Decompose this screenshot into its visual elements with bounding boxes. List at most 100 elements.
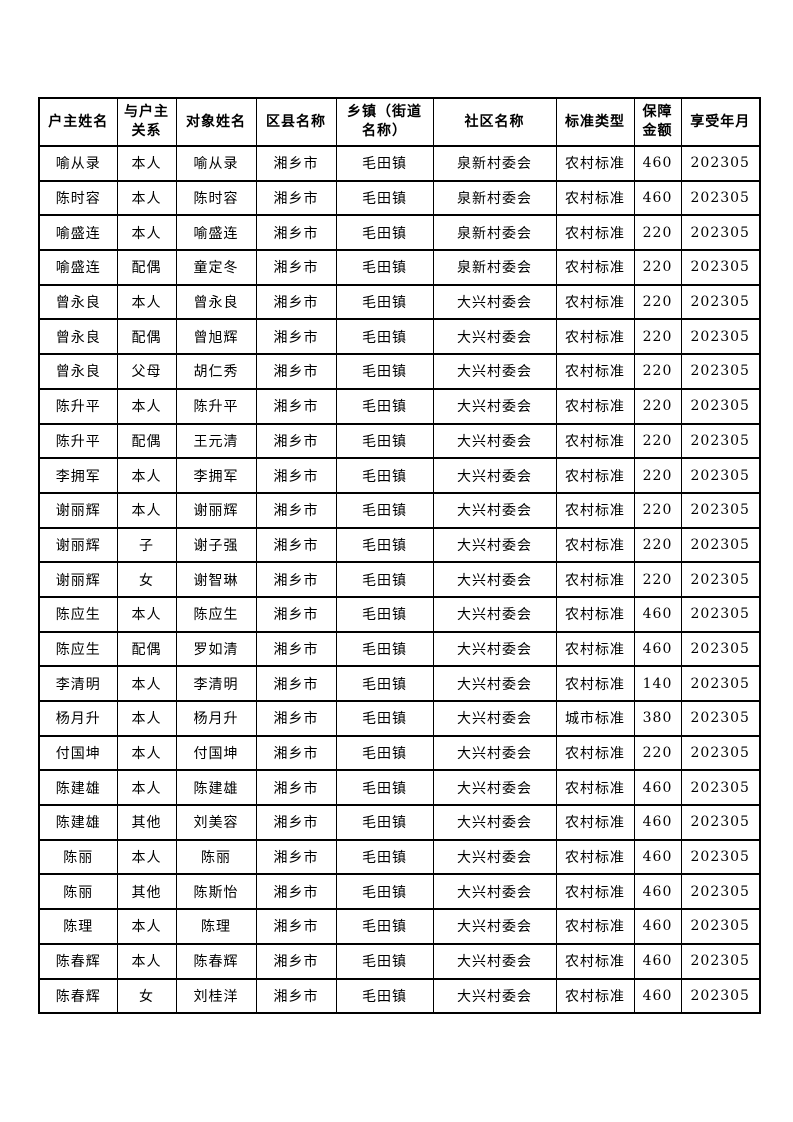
column-header-benefit_month: 享受年月 xyxy=(680,97,761,147)
cell-community_name: 大兴村委会 xyxy=(432,665,557,702)
cell-township_name: 毛田镇 xyxy=(335,561,434,598)
cell-community_name: 大兴村委会 xyxy=(432,387,557,425)
cell-relation_to_head: 配偶 xyxy=(116,318,177,356)
cell-community_name: 大兴村委会 xyxy=(432,873,557,911)
cell-township_name: 毛田镇 xyxy=(335,283,434,321)
cell-township_name: 毛田镇 xyxy=(335,942,434,980)
cell-guarantee_amount: 140 xyxy=(633,665,682,702)
cell-standard_type: 农村标准 xyxy=(555,353,635,390)
cell-district_name: 湘乡市 xyxy=(255,353,337,390)
cell-benefit_month: 202305 xyxy=(680,491,761,529)
cell-benefit_month: 202305 xyxy=(680,283,761,321)
cell-standard_type: 农村标准 xyxy=(555,665,635,702)
cell-township_name: 毛田镇 xyxy=(335,353,434,390)
cell-district_name: 湘乡市 xyxy=(255,769,337,807)
header-row: 户主姓名 与户主 关系 对象姓名 区县名称 乡镇（街道 名称） 社区名称 标准类型 保障 金额… xyxy=(38,97,761,147)
cell-benefit_month: 202305 xyxy=(680,179,761,217)
cell-guarantee_amount: 460 xyxy=(633,595,682,633)
cell-household_head: 喻盛连 xyxy=(38,249,118,286)
cell-guarantee_amount: 220 xyxy=(633,353,682,390)
cell-community_name: 大兴村委会 xyxy=(432,804,557,841)
cell-district_name: 湘乡市 xyxy=(255,214,337,252)
cell-community_name: 大兴村委会 xyxy=(432,838,557,876)
cell-person_name: 陈应生 xyxy=(175,595,257,633)
cell-relation_to_head: 配偶 xyxy=(116,249,177,286)
cell-township_name: 毛田镇 xyxy=(335,318,434,356)
cell-township_name: 毛田镇 xyxy=(335,595,434,633)
table-row: 陈升平 本人 陈升平 湘乡市 毛田镇 大兴村委会 农村标准 220 202305 xyxy=(38,387,761,425)
cell-relation_to_head: 本人 xyxy=(116,491,177,529)
cell-community_name: 大兴村委会 xyxy=(432,491,557,529)
cell-person_name: 谢子强 xyxy=(175,526,257,564)
cell-township_name: 毛田镇 xyxy=(335,838,434,876)
cell-township_name: 毛田镇 xyxy=(335,734,434,772)
cell-township_name: 毛田镇 xyxy=(335,804,434,841)
cell-township_name: 毛田镇 xyxy=(335,422,434,460)
cell-relation_to_head: 配偶 xyxy=(116,422,177,460)
cell-relation_to_head: 其他 xyxy=(116,804,177,841)
cell-relation_to_head: 女 xyxy=(116,977,177,1015)
cell-township_name: 毛田镇 xyxy=(335,630,434,668)
cell-household_head: 谢丽辉 xyxy=(38,526,118,564)
cell-benefit_month: 202305 xyxy=(680,804,761,841)
cell-household_head: 谢丽辉 xyxy=(38,491,118,529)
cell-guarantee_amount: 220 xyxy=(633,422,682,460)
cell-benefit_month: 202305 xyxy=(680,838,761,876)
cell-township_name: 毛田镇 xyxy=(335,249,434,286)
cell-household_head: 陈丽 xyxy=(38,873,118,911)
column-header-district_name: 区县名称 xyxy=(255,97,337,147)
table-row: 陈应生 配偶 罗如清 湘乡市 毛田镇 大兴村委会 农村标准 460 202305 xyxy=(38,630,761,668)
cell-benefit_month: 202305 xyxy=(680,942,761,980)
cell-district_name: 湘乡市 xyxy=(255,491,337,529)
cell-benefit_month: 202305 xyxy=(680,665,761,702)
cell-community_name: 大兴村委会 xyxy=(432,526,557,564)
table-row: 谢丽辉 本人 谢丽辉 湘乡市 毛田镇 大兴村委会 农村标准 220 202305 xyxy=(38,491,761,529)
table-row: 陈丽 本人 陈丽 湘乡市 毛田镇 大兴村委会 农村标准 460 202305 xyxy=(38,838,761,876)
table-body: 喻从录 本人 喻从录 湘乡市 毛田镇 泉新村委会 农村标准 460 202305 陈时容 本人 陈时容… xyxy=(38,145,761,1015)
cell-household_head: 陈升平 xyxy=(38,387,118,425)
cell-relation_to_head: 其他 xyxy=(116,873,177,911)
cell-township_name: 毛田镇 xyxy=(335,908,434,945)
cell-benefit_month: 202305 xyxy=(680,873,761,911)
cell-standard_type: 农村标准 xyxy=(555,561,635,598)
cell-guarantee_amount: 380 xyxy=(633,700,682,737)
cell-township_name: 毛田镇 xyxy=(335,457,434,494)
cell-person_name: 谢丽辉 xyxy=(175,491,257,529)
cell-person_name: 陈理 xyxy=(175,908,257,945)
cell-household_head: 陈应生 xyxy=(38,595,118,633)
table-head: 户主姓名 与户主 关系 对象姓名 区县名称 乡镇（街道 名称） 社区名称 标准类型 保障 金额… xyxy=(38,97,761,147)
cell-guarantee_amount: 220 xyxy=(633,318,682,356)
cell-relation_to_head: 本人 xyxy=(116,214,177,252)
cell-standard_type: 农村标准 xyxy=(555,145,635,182)
cell-district_name: 湘乡市 xyxy=(255,145,337,182)
cell-township_name: 毛田镇 xyxy=(335,491,434,529)
cell-standard_type: 农村标准 xyxy=(555,179,635,217)
cell-standard_type: 农村标准 xyxy=(555,283,635,321)
table-row: 陈丽 其他 陈斯怡 湘乡市 毛田镇 大兴村委会 农村标准 460 202305 xyxy=(38,873,761,911)
cell-household_head: 陈春辉 xyxy=(38,977,118,1015)
cell-community_name: 大兴村委会 xyxy=(432,318,557,356)
cell-guarantee_amount: 460 xyxy=(633,179,682,217)
table-row: 曾永良 配偶 曾旭辉 湘乡市 毛田镇 大兴村委会 农村标准 220 202305 xyxy=(38,318,761,356)
cell-community_name: 大兴村委会 xyxy=(432,422,557,460)
cell-person_name: 李拥军 xyxy=(175,457,257,494)
cell-person_name: 陈丽 xyxy=(175,838,257,876)
cell-district_name: 湘乡市 xyxy=(255,422,337,460)
cell-relation_to_head: 本人 xyxy=(116,179,177,217)
cell-benefit_month: 202305 xyxy=(680,526,761,564)
cell-standard_type: 农村标准 xyxy=(555,908,635,945)
cell-relation_to_head: 本人 xyxy=(116,734,177,772)
table-row: 谢丽辉女谢智琳 湘乡市 毛田镇 大兴村委会 农村标准 220 202305 xyxy=(38,561,761,598)
table-row: 陈时容 本人 陈时容 湘乡市 毛田镇 泉新村委会 农村标准 460 202305 xyxy=(38,179,761,217)
cell-standard_type: 农村标准 xyxy=(555,526,635,564)
cell-standard_type: 农村标准 xyxy=(555,422,635,460)
cell-standard_type: 农村标准 xyxy=(555,734,635,772)
cell-community_name: 大兴村委会 xyxy=(432,700,557,737)
cell-district_name: 湘乡市 xyxy=(255,526,337,564)
cell-standard_type: 农村标准 xyxy=(555,595,635,633)
cell-community_name: 泉新村委会 xyxy=(432,214,557,252)
cell-relation_to_head: 本人 xyxy=(116,908,177,945)
cell-benefit_month: 202305 xyxy=(680,145,761,182)
cell-guarantee_amount: 460 xyxy=(633,942,682,980)
